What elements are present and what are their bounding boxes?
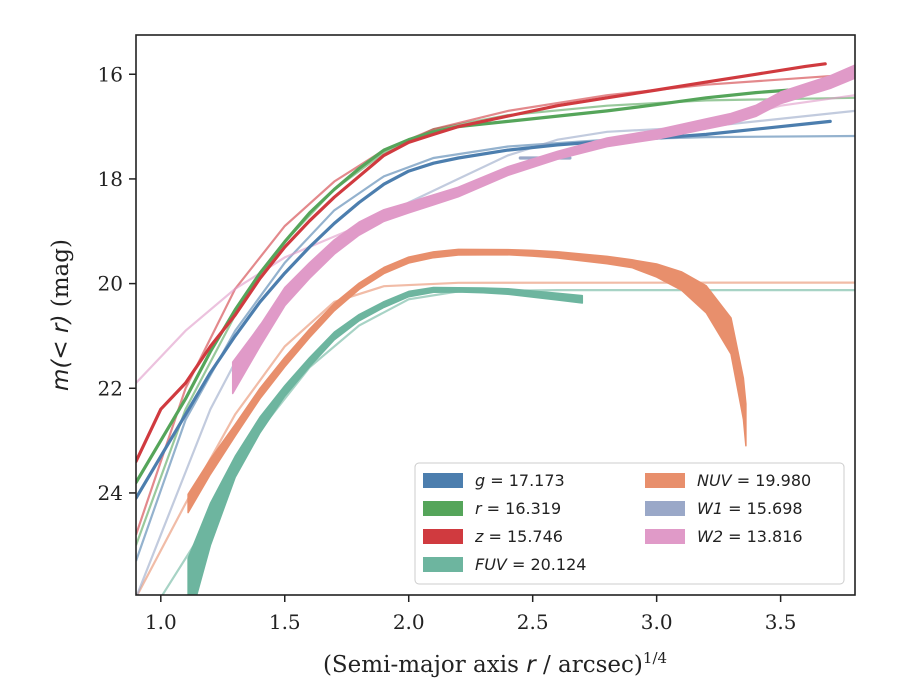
series-band-FUV	[187, 286, 584, 595]
series-line-z	[136, 62, 827, 464]
y-tick-label: 16	[98, 62, 123, 86]
legend-swatch-FUV	[423, 557, 463, 572]
legend-label-g: g = 17.173	[475, 471, 565, 490]
x-tick-label: 2.0	[393, 610, 425, 634]
legend-box	[414, 462, 845, 585]
series-line-g	[136, 119, 832, 500]
ticks-layer: 1.0 1.5 2.0 2.5 3.0 3.5 16 18 20 22 24	[98, 62, 797, 634]
series-band-NUV	[187, 248, 747, 514]
legend-label-W1: W1 = 15.698	[697, 499, 803, 518]
x-tick-label: 1.0	[145, 610, 177, 634]
series-layer	[136, 62, 855, 595]
legend-label-r: r = 16.319	[475, 499, 561, 518]
legend-swatch-g	[423, 473, 463, 488]
legend-label-W2: W2 = 13.816	[697, 527, 803, 546]
plot-frame	[135, 34, 856, 596]
y-tick-label: 18	[98, 167, 123, 191]
legend-swatch-W1	[645, 501, 685, 516]
y-tick-label: 20	[98, 272, 123, 296]
legend-swatch-r	[423, 501, 463, 516]
x-tick-label: 1.5	[269, 610, 301, 634]
x-tick-label: 3.0	[641, 610, 673, 634]
legend: g = 17.173 r = 16.319 z = 15.746 FUV = 20.1…	[414, 462, 845, 585]
y-tick-label: 24	[98, 481, 123, 505]
fit-line-W2	[136, 94, 855, 384]
y-axis-label: m(< r) (mag)	[48, 239, 74, 391]
x-axis-label: (Semi-major axis r / arcsec)1/4	[323, 649, 667, 678]
legend-label-FUV: FUV = 20.124	[475, 555, 586, 574]
fit-line-r	[136, 96, 855, 546]
legend-swatch-NUV	[645, 473, 685, 488]
legend-swatch-W2	[645, 529, 685, 544]
x-tick-label: 2.5	[517, 610, 549, 634]
legend-swatch-z	[423, 529, 463, 544]
legend-label-NUV: NUV = 19.980	[697, 471, 811, 490]
x-tick-label: 3.5	[765, 610, 797, 634]
y-tick-label: 22	[98, 376, 123, 400]
legend-label-z: z = 15.746	[474, 527, 563, 546]
series-band-W2	[231, 64, 855, 395]
